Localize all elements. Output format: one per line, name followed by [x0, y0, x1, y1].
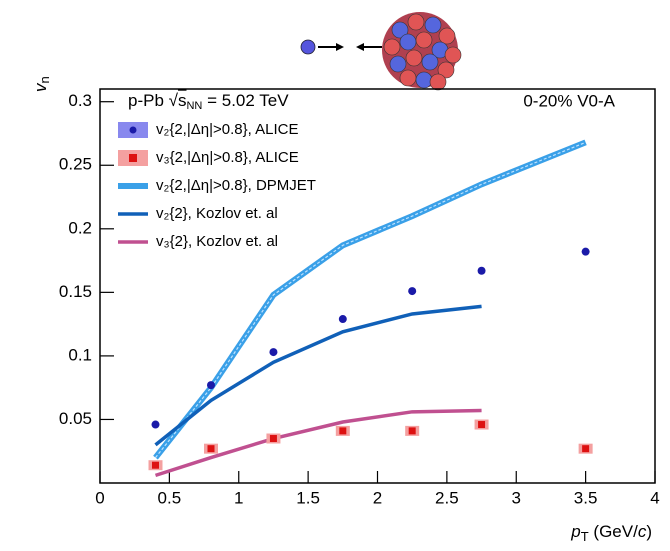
data-point	[152, 461, 159, 469]
data-point	[478, 421, 486, 429]
x-tick-label: 0.5	[158, 488, 182, 507]
data-point	[207, 381, 215, 390]
x-tick-label: 3.5	[574, 488, 598, 507]
legend-label: v₂{2,|Δη|>0.8}, DPMJET	[156, 177, 316, 194]
y-tick-label: 0.05	[59, 409, 92, 428]
y-tick-label: 0.3	[68, 91, 92, 110]
x-tick-label: 2	[373, 488, 382, 507]
series-line	[154, 408, 482, 478]
y-axis-title: vn	[31, 76, 52, 92]
x-tick-label: 0	[95, 488, 104, 507]
x-tick-label: 2.5	[435, 488, 459, 507]
collision-illustration	[292, 0, 462, 100]
data-point	[338, 315, 347, 324]
y-tick-label: 0.2	[68, 218, 92, 237]
system-label: p-Pb √sNN = 5.02 TeV	[128, 91, 289, 111]
data-point	[339, 427, 347, 435]
legend-label: v₃{2,|Δη|>0.8}, ALICE	[156, 149, 299, 166]
centrality-label: 0-20% V0-A	[523, 91, 615, 110]
legend-label: v₂{2,|Δη|>0.8}, ALICE	[156, 121, 298, 138]
x-tick-label: 1.5	[296, 488, 320, 507]
x-tick-label: 3	[512, 488, 521, 507]
x-tick-label: 4	[650, 488, 659, 507]
data-point	[408, 427, 416, 435]
y-tick-label: 0.1	[68, 345, 92, 364]
x-axis-title: pT (GeV/c)	[570, 522, 652, 544]
data-point	[408, 287, 417, 296]
data-point	[207, 445, 215, 453]
legend-label: v₂{2}, Kozlov et. al	[156, 205, 278, 222]
x-tick-label: 1	[234, 488, 243, 507]
data-point	[581, 247, 590, 256]
series-line	[155, 141, 586, 458]
y-tick-label: 0.15	[59, 282, 92, 301]
legend-swatch	[129, 154, 137, 162]
data-point	[151, 420, 160, 429]
series-line	[154, 304, 482, 447]
legend-label: v₃{2}, Kozlov et. al	[156, 233, 278, 250]
legend-swatch	[129, 126, 137, 134]
y-tick-label: 0.25	[59, 155, 92, 174]
data-point	[269, 348, 278, 357]
data-point	[269, 435, 277, 443]
data-point	[477, 266, 486, 275]
data-point	[582, 445, 590, 453]
